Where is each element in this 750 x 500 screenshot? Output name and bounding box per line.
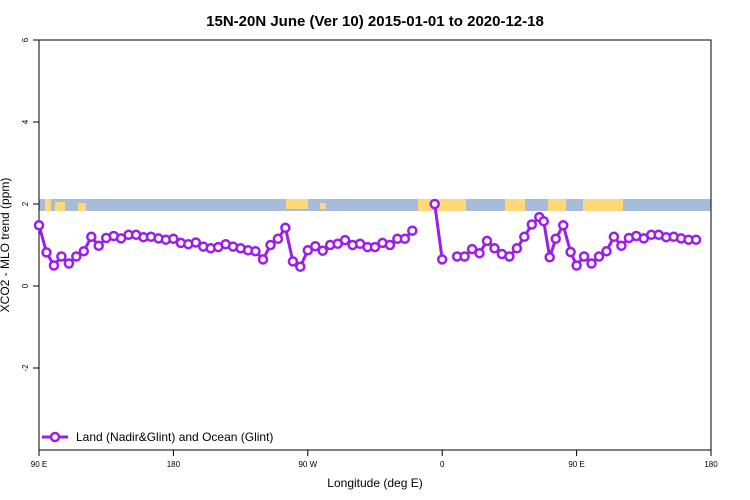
data-point <box>78 245 90 257</box>
y-tick-label: 6 <box>21 37 30 42</box>
data-point <box>608 231 620 243</box>
data-point <box>63 258 75 269</box>
data-point <box>459 251 470 262</box>
data-point <box>601 245 612 257</box>
plot-frame <box>38 39 712 451</box>
data-point <box>436 254 448 265</box>
data-point <box>544 252 555 263</box>
data-point <box>550 233 561 245</box>
land-patch <box>78 203 86 211</box>
data-point <box>287 256 299 267</box>
data-point <box>272 233 284 245</box>
x-tick-label: 90 W <box>298 460 317 469</box>
land-patch <box>418 199 466 211</box>
data-point <box>280 222 291 234</box>
data-point <box>190 237 202 248</box>
data-point <box>295 261 306 272</box>
data-point <box>33 220 45 231</box>
data-point <box>384 239 396 251</box>
data-point <box>519 231 530 243</box>
y-tick-label: 2 <box>21 201 30 206</box>
data-point <box>489 243 500 254</box>
data-point <box>48 260 60 271</box>
x-axis-label: Longitude (deg E) <box>327 476 422 490</box>
data-point <box>407 225 418 236</box>
data-point <box>616 240 627 252</box>
data-point <box>474 247 485 259</box>
data-point <box>429 198 440 210</box>
x-tick-label: 90 E <box>31 460 47 469</box>
legend-marker <box>49 431 61 443</box>
data-point <box>504 251 515 262</box>
legend-label: Land (Nadir&Glint) and Ocean (Glint) <box>76 430 273 444</box>
land-patch <box>55 202 65 211</box>
x-tick-label: 180 <box>704 460 718 469</box>
data-point <box>302 245 314 256</box>
land-patch <box>320 203 326 209</box>
data-point <box>557 220 569 231</box>
data-point <box>571 260 582 271</box>
y-tick-label: -2 <box>21 364 30 372</box>
data-point <box>250 245 261 257</box>
data-point <box>317 245 328 256</box>
x-axis: 90 E 180 90 W 0 90 E 180 <box>31 450 718 469</box>
data-point <box>168 233 179 245</box>
data-point <box>593 251 605 262</box>
series-layer <box>33 198 702 272</box>
y-axis-label: XCO2 - MLO trend (ppm) <box>0 178 12 313</box>
data-point <box>511 243 523 254</box>
data-point <box>586 258 597 269</box>
land-ocean-band <box>39 199 711 211</box>
data-point <box>369 241 381 253</box>
data-point <box>526 219 538 230</box>
land-patch <box>286 199 308 209</box>
x-tick-label: 180 <box>167 460 181 469</box>
data-point <box>565 246 576 258</box>
data-point <box>41 247 52 258</box>
data-point <box>71 251 82 262</box>
data-point <box>56 251 67 262</box>
chart-title: 15N-20N June (Ver 10) 2015-01-01 to 2020… <box>206 13 544 30</box>
series-line <box>457 215 697 267</box>
land-patch <box>548 199 566 211</box>
land-patch <box>45 199 51 211</box>
data-point <box>578 251 590 262</box>
data-point <box>310 240 321 252</box>
data-point <box>481 235 493 247</box>
data-point <box>93 240 104 252</box>
land-patch <box>583 199 623 211</box>
y-tick-label: 0 <box>21 283 30 288</box>
data-point <box>538 215 549 227</box>
y-axis: -2 0 2 4 6 <box>21 37 39 372</box>
data-point <box>690 234 702 245</box>
ocean-band <box>39 199 711 211</box>
data-point <box>466 243 478 255</box>
data-point <box>339 234 351 246</box>
legend: Land (Nadir&Glint) and Ocean (Glint) <box>42 430 273 444</box>
data-point <box>265 239 276 251</box>
x-tick-label: 90 E <box>568 460 584 469</box>
series-line <box>433 203 444 260</box>
x-tick-label: 0 <box>440 460 445 469</box>
y-tick-label: 4 <box>21 119 30 124</box>
data-point <box>399 233 411 245</box>
data-point <box>257 254 269 265</box>
land-patch <box>505 199 525 211</box>
data-point <box>86 231 97 243</box>
